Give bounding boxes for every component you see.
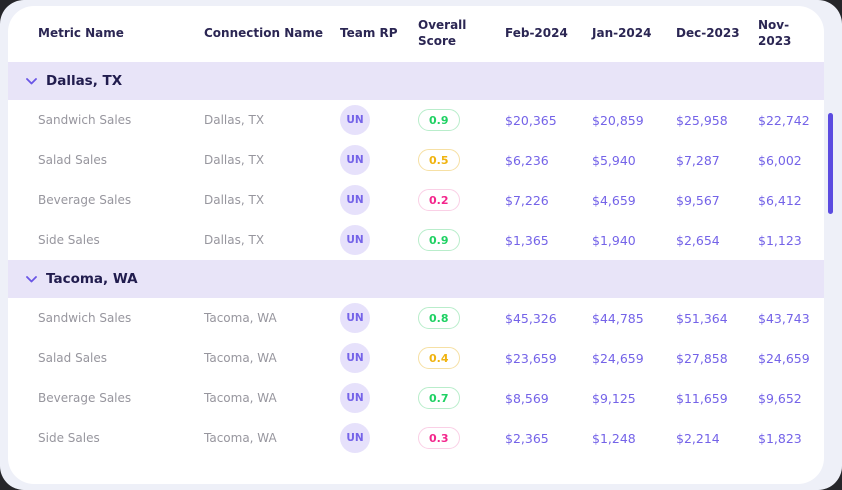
month-value-cell: $44,785 [592, 310, 644, 326]
month-value-cell: $8,569 [505, 390, 549, 406]
overall-score-pill: 0.2 [418, 189, 460, 212]
connection-name-cell: Tacoma, WA [204, 311, 277, 325]
month-value-cell: $7,287 [676, 152, 720, 168]
month-value-cell: $51,364 [676, 310, 728, 326]
connection-name-cell: Tacoma, WA [204, 431, 277, 445]
column-header-feb-2024[interactable]: Feb-2024 [505, 26, 568, 41]
team-rp-badge: UN [340, 423, 370, 453]
month-value-cell: $24,659 [592, 350, 644, 366]
month-value-cell: $1,365 [505, 232, 549, 248]
table-row[interactable]: Side Sales Dallas, TX UN 0.9 $1,365 $1,9… [8, 220, 824, 260]
month-value-cell: $9,652 [758, 390, 802, 406]
metric-name-cell: Side Sales [38, 431, 100, 445]
table-row[interactable]: Salad Sales Tacoma, WA UN 0.4 $23,659 $2… [8, 338, 824, 378]
month-value-cell: $11,659 [676, 390, 728, 406]
overall-score-pill: 0.7 [418, 387, 460, 410]
month-value-cell: $1,123 [758, 232, 802, 248]
group-header-row[interactable]: Dallas, TX [8, 62, 824, 100]
metrics-table-card: Metric Name Connection Name Team RP Over… [8, 6, 824, 484]
table-row[interactable]: Sandwich Sales Dallas, TX UN 0.9 $20,365… [8, 100, 824, 140]
month-value-cell: $4,659 [592, 192, 636, 208]
table-row[interactable]: Beverage Sales Dallas, TX UN 0.2 $7,226 … [8, 180, 824, 220]
month-value-cell: $23,659 [505, 350, 557, 366]
team-rp-badge: UN [340, 145, 370, 175]
month-value-cell: $45,326 [505, 310, 557, 326]
column-header-connection-name[interactable]: Connection Name [204, 26, 323, 41]
metric-name-cell: Sandwich Sales [38, 311, 132, 325]
month-value-cell: $25,958 [676, 112, 728, 128]
column-header-team-rp[interactable]: Team RP [340, 26, 398, 41]
vertical-scrollbar-thumb[interactable] [828, 113, 833, 214]
connection-name-cell: Dallas, TX [204, 153, 265, 167]
chevron-down-icon[interactable] [22, 72, 40, 90]
group-header-row[interactable]: Tacoma, WA [8, 260, 824, 298]
connection-name-cell: Tacoma, WA [204, 351, 277, 365]
column-header-metric-name[interactable]: Metric Name [38, 26, 124, 41]
metric-name-cell: Beverage Sales [38, 391, 132, 405]
month-value-cell: $5,940 [592, 152, 636, 168]
metric-name-cell: Beverage Sales [38, 193, 132, 207]
team-rp-badge: UN [340, 105, 370, 135]
connection-name-cell: Dallas, TX [204, 113, 265, 127]
metric-name-cell: Salad Sales [38, 351, 108, 365]
overall-score-pill: 0.8 [418, 307, 460, 330]
month-value-cell: $1,823 [758, 430, 802, 446]
table-row[interactable]: Beverage Sales Tacoma, WA UN 0.7 $8,569 … [8, 378, 824, 418]
table-row[interactable]: Salad Sales Dallas, TX UN 0.5 $6,236 $5,… [8, 140, 824, 180]
month-value-cell: $2,654 [676, 232, 720, 248]
overall-score-pill: 0.9 [418, 109, 460, 132]
month-value-cell: $9,567 [676, 192, 720, 208]
month-value-cell: $6,002 [758, 152, 802, 168]
team-rp-badge: UN [340, 343, 370, 373]
table-body: Dallas, TX Sandwich Sales Dallas, TX UN … [8, 62, 824, 458]
column-header-nov-2023[interactable]: Nov-2023 [758, 18, 792, 48]
group-label: Tacoma, WA [46, 271, 138, 287]
month-value-cell: $7,226 [505, 192, 549, 208]
table-row[interactable]: Side Sales Tacoma, WA UN 0.3 $2,365 $1,2… [8, 418, 824, 458]
team-rp-badge: UN [340, 185, 370, 215]
team-rp-badge: UN [340, 225, 370, 255]
month-value-cell: $24,659 [758, 350, 810, 366]
month-value-cell: $1,940 [592, 232, 636, 248]
connection-name-cell: Tacoma, WA [204, 391, 277, 405]
table-row[interactable]: Sandwich Sales Tacoma, WA UN 0.8 $45,326… [8, 298, 824, 338]
month-value-cell: $6,236 [505, 152, 549, 168]
metric-name-cell: Sandwich Sales [38, 113, 132, 127]
column-header-jan-2024[interactable]: Jan-2024 [592, 26, 652, 41]
connection-name-cell: Dallas, TX [204, 193, 265, 207]
overall-score-pill: 0.5 [418, 149, 460, 172]
overall-score-pill: 0.9 [418, 229, 460, 252]
metric-name-cell: Side Sales [38, 233, 100, 247]
month-value-cell: $9,125 [592, 390, 636, 406]
table-header-row: Metric Name Connection Name Team RP Over… [8, 6, 824, 62]
group-label: Dallas, TX [46, 73, 123, 89]
month-value-cell: $20,859 [592, 112, 644, 128]
metric-name-cell: Salad Sales [38, 153, 108, 167]
chevron-down-icon[interactable] [22, 270, 40, 288]
month-value-cell: $6,412 [758, 192, 802, 208]
column-header-overall-score[interactable]: Overall Score [418, 18, 467, 48]
month-value-cell: $2,365 [505, 430, 549, 446]
month-value-cell: $2,214 [676, 430, 720, 446]
month-value-cell: $22,742 [758, 112, 810, 128]
connection-name-cell: Dallas, TX [204, 233, 265, 247]
column-header-dec-2023[interactable]: Dec-2023 [676, 26, 740, 41]
overall-score-pill: 0.3 [418, 427, 460, 450]
month-value-cell: $20,365 [505, 112, 557, 128]
month-value-cell: $43,743 [758, 310, 810, 326]
month-value-cell: $27,858 [676, 350, 728, 366]
overall-score-pill: 0.4 [418, 347, 460, 370]
team-rp-badge: UN [340, 383, 370, 413]
team-rp-badge: UN [340, 303, 370, 333]
month-value-cell: $1,248 [592, 430, 636, 446]
